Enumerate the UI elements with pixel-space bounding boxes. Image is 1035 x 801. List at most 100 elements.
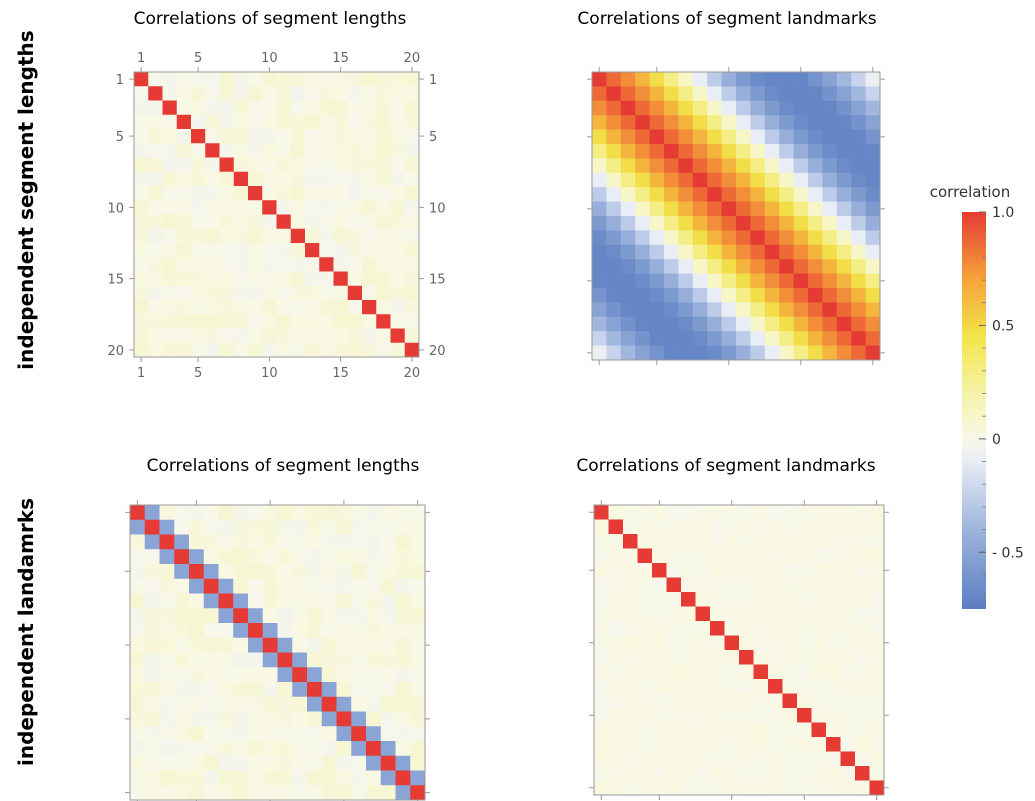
heatmap-cell [606,115,622,131]
heatmap-cell [390,157,406,173]
heatmap-cell [869,737,885,752]
heatmap-cell [191,86,206,101]
heatmap-cell [319,243,334,258]
heatmap-cell [808,259,823,275]
heatmap-cell [362,285,377,301]
heatmap-cell [681,563,696,578]
heatmap-cell [410,534,426,550]
heatmap-cell [276,72,292,87]
heatmap-cell [130,519,146,535]
heatmap-cell [681,548,696,564]
heatmap-cell [262,314,277,329]
heatmap-cell [262,667,278,683]
heatmap-cell [840,679,856,694]
heatmap-cell [362,86,377,101]
heatmap-cell [782,679,798,694]
heatmap-cell [233,726,249,742]
heatmap-cell [764,302,780,318]
heatmap-cell [855,635,870,651]
heatmap-cell [623,577,638,593]
heatmap-cell [218,770,234,786]
heatmap-cell [321,578,337,594]
heatmap-cell [678,201,694,217]
heatmap-cell [692,201,708,217]
heatmap-cell [608,708,624,723]
heatmap-cell [606,316,622,332]
heatmap-cell [148,314,163,329]
heatmap-cell [869,577,885,593]
heatmap-cell [174,637,190,653]
heatmap-cell [347,72,363,87]
heatmap-cell [148,143,163,158]
heatmap-cell [376,271,391,287]
heatmap-cell [865,115,881,131]
heatmap-cell [144,785,160,801]
heatmap-cell [721,345,737,361]
heatmap-cell [176,129,192,144]
heatmap-cell [620,129,636,145]
heatmap-cell [321,682,337,698]
heatmap-cell [592,144,607,159]
heatmap-cell [248,549,264,565]
heatmap-cell [695,563,711,578]
heatmap-cell [410,726,426,742]
heatmap-cell [664,158,679,174]
heatmap-cell [203,726,219,742]
heatmap-cell [336,741,352,757]
heatmap-cell [782,519,798,535]
heatmap-cell [277,770,293,786]
heatmap-cell [840,780,856,796]
heatmap-cell [219,285,235,301]
heatmap-cell [148,271,163,287]
heatmap-cell [608,548,624,564]
heatmap-cell [362,157,377,173]
heatmap-cell [144,578,160,594]
heatmap-cell [376,114,391,130]
heatmap-cell [649,244,665,260]
heatmap-cell [191,243,206,258]
heatmap-cell [376,100,391,116]
heatmap-cell [865,144,881,159]
colorbar-ticks: 1.00.50- 0.5 [979,205,1024,599]
heatmap-cell [649,115,665,131]
heatmap-cell [649,129,665,145]
heatmap-cell [380,755,396,771]
heatmap-cell [321,711,337,727]
heatmap-cell [351,696,367,712]
heatmap-cell [826,679,841,694]
heatmap-cell [822,158,838,174]
heatmap-cell [395,755,411,771]
heatmap-cell [826,548,841,564]
heatmap-cell [130,637,146,653]
heatmap-cell [321,608,337,624]
heatmap-cell [692,158,708,174]
heatmap-cell [362,214,377,230]
heatmap-cell [666,708,682,723]
heatmap-cell [869,563,885,578]
heatmap-cell [681,693,696,709]
heatmap-cell [390,186,406,201]
heatmap-cell [608,780,624,796]
heatmap-cell [695,722,711,738]
heatmap-cell [347,214,363,230]
heatmap-cell [692,144,708,159]
heatmap-cell [739,751,754,767]
heatmap-cell [319,228,334,244]
heatmap-cell [218,608,234,624]
heatmap-cell [130,564,146,580]
colorbar-tick-label: 0 [992,432,1001,448]
heatmap-cell [793,259,809,275]
heatmap-cell [797,766,812,781]
heatmap-cell [362,342,377,358]
heatmap-cell [664,316,679,332]
heatmap-cell [319,143,334,158]
heatmap-cell [695,751,711,767]
heatmap-cell [305,157,320,173]
heatmap-cell [851,129,867,145]
heatmap-cell [336,667,352,683]
heatmap-cell [753,722,769,738]
heatmap-cell [292,726,308,742]
heatmap-cell [321,652,337,668]
heatmap-cell [205,243,220,258]
heatmap-cell [390,129,406,144]
